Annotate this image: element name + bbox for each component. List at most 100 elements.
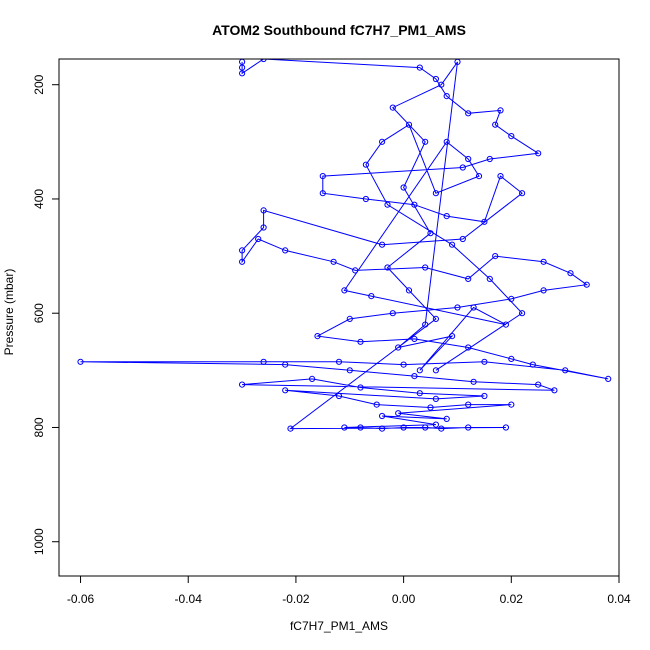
y-tick-label: 1000 <box>32 528 46 555</box>
data-point <box>508 401 515 408</box>
data-point <box>379 241 386 248</box>
data-point <box>346 315 353 322</box>
data-point <box>605 375 612 382</box>
data-point <box>395 344 402 351</box>
data-point <box>508 133 515 140</box>
data-point <box>427 230 434 237</box>
data-point <box>411 373 418 380</box>
data-point <box>341 424 348 431</box>
data-point <box>379 138 386 145</box>
data-point <box>239 381 246 388</box>
data-point <box>529 361 536 368</box>
data-point <box>465 424 472 431</box>
data-point <box>502 424 509 431</box>
x-tick-label: -0.04 <box>175 592 203 606</box>
data-point <box>432 315 439 322</box>
data-point <box>255 235 262 243</box>
data-point <box>443 415 450 422</box>
series-0 <box>77 59 612 432</box>
data-point <box>508 295 515 302</box>
data-point <box>368 293 375 300</box>
data-point <box>330 258 337 265</box>
data-point <box>389 310 396 317</box>
data-point <box>346 367 353 374</box>
x-tick-label: -0.06 <box>67 592 95 606</box>
data-point <box>454 304 461 311</box>
data-point <box>432 367 439 374</box>
data-point <box>562 367 569 374</box>
series-layer <box>77 59 612 432</box>
y-tick-label: 600 <box>32 303 46 323</box>
data-point <box>583 281 590 288</box>
data-point <box>497 107 504 114</box>
data-point <box>362 161 369 168</box>
x-tick-label: 0.04 <box>607 592 631 606</box>
data-point <box>519 310 526 317</box>
data-point <box>411 335 418 342</box>
data-point <box>411 201 418 208</box>
data-point <box>443 93 450 100</box>
data-point <box>481 218 488 225</box>
data-point <box>486 275 493 282</box>
y-tick-label: 400 <box>32 189 46 209</box>
data-point <box>400 361 407 368</box>
data-point <box>492 253 499 260</box>
data-point <box>540 258 547 265</box>
data-point <box>319 173 326 180</box>
data-point <box>438 425 445 432</box>
x-axis-label: fC7H7_PM1_AMS <box>290 619 388 633</box>
data-point <box>357 338 364 345</box>
data-point <box>260 224 267 231</box>
data-point <box>465 110 472 117</box>
data-point <box>77 358 84 365</box>
data-point <box>475 173 483 180</box>
data-point <box>422 138 429 145</box>
data-point <box>497 173 504 180</box>
data-point <box>309 375 316 382</box>
data-point <box>470 378 477 385</box>
data-point <box>373 401 380 408</box>
data-point <box>449 333 456 340</box>
data-point <box>260 207 267 214</box>
data-point <box>239 247 246 254</box>
data-point <box>551 387 558 394</box>
data-point <box>422 424 429 431</box>
data-point <box>432 421 439 428</box>
data-point <box>422 264 429 271</box>
y-axis: 200 400 600 800 1000 <box>32 74 60 555</box>
data-point <box>384 264 391 271</box>
data-point <box>432 75 439 83</box>
data-point <box>287 425 294 432</box>
x-axis: -0.06 -0.04 -0.02 0.00 0.02 0.04 <box>67 575 631 606</box>
series-line <box>80 59 609 430</box>
data-point <box>395 410 402 417</box>
data-point <box>492 121 499 128</box>
data-point <box>379 425 386 432</box>
data-point <box>239 64 246 71</box>
data-point <box>481 358 488 365</box>
y-axis-label: Pressure (mbar) <box>2 269 16 356</box>
data-point <box>239 70 246 77</box>
data-point <box>486 155 493 163</box>
data-point <box>459 235 466 243</box>
data-point <box>314 333 321 340</box>
data-point <box>540 287 547 294</box>
data-point <box>357 384 364 391</box>
data-point <box>465 275 472 282</box>
data-point <box>416 390 423 397</box>
data-point <box>519 190 526 197</box>
data-point <box>438 81 445 88</box>
data-point <box>465 401 472 408</box>
data-point <box>341 287 348 294</box>
data-point <box>422 321 429 328</box>
data-point <box>400 424 407 431</box>
y-tick-label: 200 <box>32 74 46 94</box>
y-tick-label: 800 <box>32 417 46 437</box>
data-point <box>384 201 391 208</box>
data-point <box>443 138 450 145</box>
data-point <box>335 358 343 365</box>
data-point <box>432 395 439 402</box>
data-point <box>239 258 246 265</box>
